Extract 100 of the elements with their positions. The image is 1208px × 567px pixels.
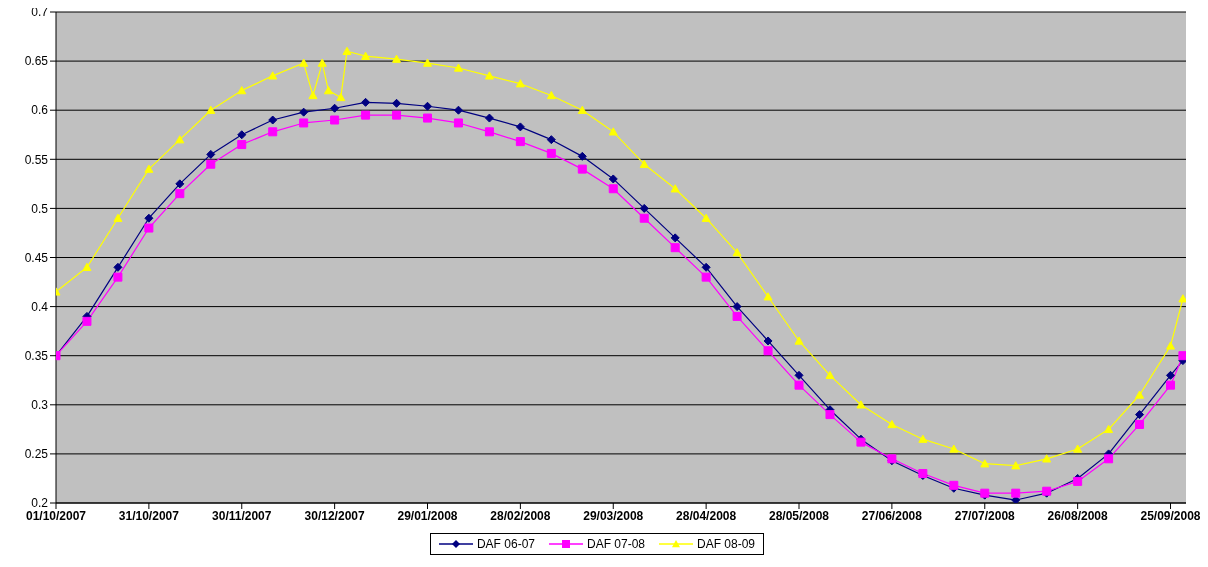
point [317, 58, 327, 67]
point [392, 98, 402, 108]
point [701, 213, 711, 222]
point [144, 164, 154, 173]
legend-label: DAF 07-08 [586, 537, 646, 551]
point [1104, 424, 1114, 434]
point [639, 213, 649, 223]
point [825, 410, 835, 420]
point [515, 122, 525, 132]
point [144, 223, 154, 233]
point [330, 103, 340, 113]
point [732, 302, 742, 312]
y-tick-label: 0.65 [24, 54, 49, 69]
point [670, 184, 680, 193]
x-tick-label: 30/12/2007 [304, 508, 365, 523]
point [608, 127, 618, 136]
y-tick-label: 0.6 [31, 103, 49, 118]
x-tick-label: 27/06/2008 [861, 508, 923, 523]
point [670, 233, 680, 243]
point [113, 213, 123, 222]
point [608, 184, 618, 194]
point [732, 248, 742, 257]
x-tick-label: 29/01/2008 [397, 508, 458, 523]
point [1166, 341, 1176, 350]
point [1178, 351, 1186, 361]
point [453, 63, 463, 72]
point [1135, 390, 1145, 399]
point [763, 336, 773, 346]
y-tick-label: 0.55 [24, 152, 49, 167]
point [342, 46, 352, 55]
point [392, 54, 402, 63]
point [794, 336, 804, 345]
point [515, 79, 525, 88]
point [237, 86, 247, 95]
point [206, 159, 216, 169]
point [1104, 454, 1114, 464]
point [423, 101, 433, 111]
point [144, 213, 154, 223]
point [484, 113, 494, 123]
x-tick-label: 29/03/2008 [583, 508, 644, 523]
point [1166, 370, 1176, 380]
point [361, 97, 371, 107]
point [701, 272, 711, 282]
point [670, 243, 680, 253]
point [82, 316, 92, 326]
point [1178, 294, 1186, 303]
x-tick-label: 28/05/2008 [768, 508, 830, 523]
point [949, 444, 959, 453]
point [237, 130, 247, 140]
x-tick-label: 27/07/2008 [954, 508, 1016, 523]
point [763, 292, 773, 301]
point [918, 434, 928, 443]
point [361, 51, 371, 60]
point [175, 189, 185, 199]
point [794, 380, 804, 390]
y-tick-label: 0.35 [24, 348, 49, 363]
point [268, 71, 278, 80]
point [453, 118, 463, 128]
x-tick-label: 26/08/2008 [1047, 508, 1108, 523]
point [856, 400, 866, 409]
point [484, 127, 494, 137]
y-tick-label: 0.45 [24, 250, 49, 265]
point [732, 311, 742, 321]
x-tick-label: 25/09/2008 [1140, 508, 1201, 523]
point [1042, 454, 1052, 463]
y-tick-label: 0.4 [31, 299, 49, 314]
point [1135, 410, 1145, 420]
point [577, 105, 587, 114]
point [1011, 488, 1021, 498]
point [175, 179, 185, 189]
point [546, 90, 556, 100]
point [330, 115, 340, 125]
point [546, 135, 556, 145]
point [577, 151, 587, 161]
legend-label: DAF 08-09 [697, 537, 756, 551]
point [323, 86, 333, 95]
y-tick-label: 0.25 [24, 447, 49, 462]
point [237, 140, 247, 150]
x-tick-label: 30/11/2007 [212, 508, 272, 523]
y-tick-label: 0.3 [31, 398, 49, 413]
point [639, 203, 649, 213]
y-tick-label: 0.2 [31, 496, 49, 511]
x-tick-label: 28/04/2008 [676, 508, 737, 523]
point [308, 90, 318, 100]
y-tick-label: 0.5 [31, 201, 49, 216]
x-tick-label: 01/10/2007 [25, 508, 87, 523]
point [299, 107, 309, 117]
point [423, 113, 433, 123]
point [887, 419, 897, 429]
y-tick-label: 0.7 [31, 5, 49, 20]
point [113, 272, 123, 282]
legend-label: DAF 06-07 [476, 537, 535, 551]
point [175, 135, 185, 144]
point [299, 58, 309, 67]
point [1011, 461, 1021, 470]
point [577, 164, 587, 174]
point [1073, 444, 1083, 453]
point [484, 71, 494, 80]
point [825, 370, 835, 380]
point [392, 110, 402, 120]
